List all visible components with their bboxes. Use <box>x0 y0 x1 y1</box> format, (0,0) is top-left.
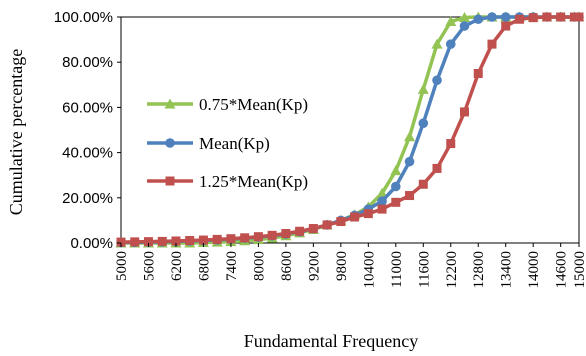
x-tick-label: 14000 <box>526 251 542 289</box>
y-tick-label: 60.00% <box>62 99 113 116</box>
legend-item: 0.75*Mean(Kp) <box>147 95 308 114</box>
y-tick-label: 0.00% <box>70 235 113 252</box>
data-point <box>390 165 402 176</box>
y-axis-title: Cumulative percentage <box>6 49 26 215</box>
legend-swatch-marker <box>164 98 176 109</box>
data-point <box>459 21 470 31</box>
data-point <box>308 224 318 234</box>
data-point <box>377 196 387 206</box>
data-point <box>404 131 416 142</box>
data-point <box>473 69 483 78</box>
data-point <box>391 197 401 207</box>
data-point <box>377 204 387 214</box>
data-point <box>431 38 443 49</box>
data-point <box>143 237 153 247</box>
x-tick-label: 8000 <box>251 251 267 281</box>
data-point <box>487 39 497 49</box>
series-layer <box>115 11 585 248</box>
data-point <box>446 139 456 149</box>
x-tick-label: 10400 <box>361 251 377 289</box>
data-point <box>281 229 291 239</box>
data-point <box>212 234 222 244</box>
plot-area <box>120 16 580 244</box>
legend: 0.75*Mean(Kp) Mean(Kp) 1.25*Mean(Kp) <box>147 95 308 191</box>
data-point <box>240 233 250 243</box>
x-tick-label: 5600 <box>141 251 157 281</box>
x-tick-label: 13400 <box>499 251 515 289</box>
data-point <box>473 14 484 25</box>
x-tick-label: 9200 <box>306 251 322 281</box>
data-point <box>391 181 401 192</box>
data-point <box>432 163 442 173</box>
legend-swatch-marker <box>165 138 175 148</box>
y-axis-ticks: 0.00% 20.00% 40.00% 60.00% 80.00% 100.00% <box>54 9 121 252</box>
data-point <box>267 230 277 240</box>
data-point <box>253 232 263 242</box>
data-point <box>500 12 511 22</box>
data-point <box>295 226 305 236</box>
data-point <box>322 220 332 230</box>
x-tick-label: 5000 <box>114 251 130 281</box>
x-tick-label: 6800 <box>196 251 212 281</box>
x-tick-label: 14600 <box>554 251 570 289</box>
data-point <box>185 236 195 246</box>
data-point <box>445 39 456 49</box>
data-point <box>404 156 415 167</box>
legend-item: Mean(Kp) <box>147 134 270 153</box>
data-point <box>459 11 470 22</box>
data-point <box>417 83 429 94</box>
data-point <box>130 237 140 247</box>
data-point <box>226 234 236 244</box>
data-point <box>198 235 208 245</box>
data-point <box>350 212 360 222</box>
data-point <box>528 13 538 23</box>
data-point <box>501 21 511 31</box>
y-tick-label: 40.00% <box>62 145 113 162</box>
y-tick-label: 20.00% <box>62 190 113 207</box>
x-tick-label: 6200 <box>169 251 185 281</box>
data-point <box>418 179 428 189</box>
legend-swatch-marker <box>165 176 175 186</box>
data-point <box>432 75 442 86</box>
data-point <box>116 237 126 247</box>
data-point <box>542 12 552 22</box>
x-axis-title: Fundamental Frequency <box>244 331 418 351</box>
x-axis-ticks: 5000 5600 6200 6800 7400 8000 8600 9200 9800 1040… <box>114 243 586 289</box>
data-point <box>487 12 497 22</box>
data-point <box>405 191 415 201</box>
data-point <box>171 236 181 246</box>
x-tick-label: 12800 <box>471 251 487 289</box>
legend-label: 0.75*Mean(Kp) <box>199 95 308 114</box>
y-tick-label: 80.00% <box>62 54 113 71</box>
x-tick-label: 9800 <box>334 251 350 281</box>
data-point <box>556 12 566 22</box>
data-point <box>376 187 388 198</box>
data-point <box>363 209 373 219</box>
legend-label: 1.25*Mean(Kp) <box>199 172 308 191</box>
data-point <box>460 107 469 117</box>
x-tick-label: 8600 <box>279 251 295 281</box>
data-point <box>514 14 524 24</box>
series-3 <box>116 12 584 247</box>
data-point <box>418 118 429 129</box>
data-point <box>336 217 346 227</box>
legend-label: Mean(Kp) <box>199 134 270 153</box>
legend-item: 1.25*Mean(Kp) <box>147 172 308 191</box>
data-point <box>569 12 579 22</box>
x-tick-label: 15000 <box>572 251 586 289</box>
x-tick-label: 11000 <box>389 251 405 288</box>
data-point <box>445 16 457 27</box>
y-tick-label: 100.00% <box>54 9 113 26</box>
x-tick-label: 7400 <box>224 251 240 281</box>
x-tick-label: 11600 <box>416 251 432 288</box>
data-point <box>574 12 584 22</box>
data-point <box>157 236 167 246</box>
x-tick-label: 12200 <box>444 251 460 289</box>
